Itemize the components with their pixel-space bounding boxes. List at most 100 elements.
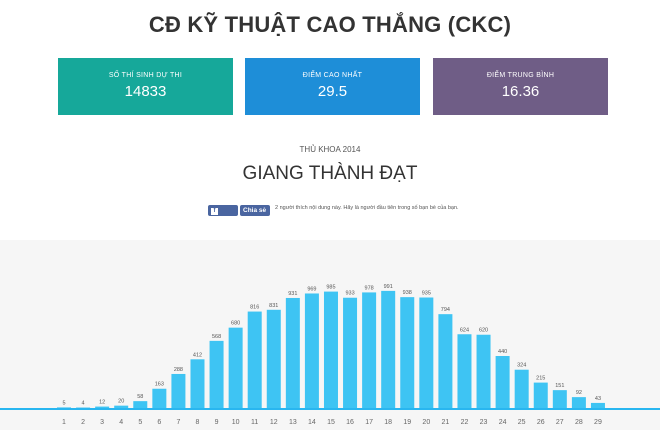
bar-chart-svg: 5142123204585163628874128568968010816118… xyxy=(0,284,660,426)
chart-bar[interactable] xyxy=(190,359,205,408)
bar-data-label: 568 xyxy=(212,334,221,340)
chart-bar[interactable] xyxy=(552,390,567,408)
chart-baseline xyxy=(0,408,660,410)
x-tick-label: 22 xyxy=(461,419,469,426)
bar-data-label: 985 xyxy=(326,285,335,291)
x-tick-label: 11 xyxy=(251,419,258,426)
chart-bar[interactable] xyxy=(381,290,396,408)
chart-bar[interactable] xyxy=(209,340,224,408)
facebook-share-button[interactable]: Chia sẻ xyxy=(240,205,270,216)
bar-data-label: 5 xyxy=(62,400,65,406)
bar-data-label: 933 xyxy=(345,291,354,297)
x-tick-label: 25 xyxy=(518,419,526,426)
chart-bar[interactable] xyxy=(476,334,491,408)
x-tick-label: 9 xyxy=(215,419,219,426)
x-tick-label: 28 xyxy=(575,419,583,426)
stat-value: 16.36 xyxy=(501,83,540,100)
stat-label: ĐIỂM TRUNG BÌNH xyxy=(486,72,555,79)
chart-bar[interactable] xyxy=(57,407,71,408)
bar-data-label: 92 xyxy=(576,390,582,396)
bar-data-label: 831 xyxy=(269,303,278,309)
chart-bar[interactable] xyxy=(171,373,186,408)
stat-label: ĐIỂM CAO NHẤT xyxy=(302,72,363,79)
stat-card-highest-score: ĐIỂM CAO NHẤT 29.5 xyxy=(245,58,420,115)
bar-data-label: 935 xyxy=(422,291,431,297)
x-tick-label: 21 xyxy=(442,419,450,426)
x-tick-label: 17 xyxy=(365,419,373,426)
x-tick-label: 4 xyxy=(119,419,123,426)
chart-bar[interactable] xyxy=(323,291,338,408)
chart-bar[interactable] xyxy=(400,297,415,408)
chart-bar[interactable] xyxy=(114,405,129,408)
top-student-name: GIANG THÀNH ĐẠT xyxy=(242,163,418,184)
bar-data-label: 969 xyxy=(307,286,316,292)
x-tick-label: 16 xyxy=(346,419,354,426)
x-tick-label: 7 xyxy=(176,419,180,426)
bar-data-label: 288 xyxy=(174,367,183,373)
top-student-label: THỦ KHOA 2014 xyxy=(299,145,361,154)
x-tick-label: 8 xyxy=(196,419,200,426)
chart-bar[interactable] xyxy=(228,327,243,408)
chart-bar[interactable] xyxy=(571,397,586,408)
x-tick-label: 18 xyxy=(384,419,392,426)
chart-bar[interactable] xyxy=(285,297,300,408)
bar-data-label: 12 xyxy=(99,400,105,406)
score-distribution-chart: 5 1 4 2 12 3 20 4 58 5 163 6 288 7 412 8 568 9 680 10 816 11 8… xyxy=(0,240,660,430)
bar-data-label: 991 xyxy=(384,284,393,290)
bar-data-label: 20 xyxy=(118,399,124,405)
bar-data-label: 931 xyxy=(288,291,297,297)
bar-data-label: 4 xyxy=(82,401,85,407)
x-tick-label: 20 xyxy=(422,419,430,426)
stat-card-average-score: ĐIỂM TRUNG BÌNH 16.36 xyxy=(433,58,608,115)
facebook-like-button[interactable]: f Thích xyxy=(208,205,238,225)
stat-value: 29.5 xyxy=(317,83,348,100)
x-tick-label: 29 xyxy=(594,419,602,426)
bar-data-label: 794 xyxy=(441,307,450,313)
chart-bar[interactable] xyxy=(133,401,148,408)
x-tick-label: 3 xyxy=(100,419,104,426)
bar-data-label: 215 xyxy=(536,376,545,382)
x-tick-label: 5 xyxy=(138,419,142,426)
chart-bar[interactable] xyxy=(343,297,358,408)
chart-bar[interactable] xyxy=(362,292,377,408)
x-tick-label: 2 xyxy=(81,419,85,426)
page-title: CĐ KỸ THUẬT CAO THẮNG (CKC) xyxy=(148,12,512,37)
bar-data-label: 620 xyxy=(479,328,488,334)
x-tick-label: 15 xyxy=(327,419,335,426)
bar-data-label: 324 xyxy=(517,363,526,369)
x-tick-label: 10 xyxy=(232,419,240,426)
chart-bar[interactable] xyxy=(514,369,529,408)
x-tick-label: 14 xyxy=(308,419,316,426)
x-tick-label: 13 xyxy=(289,419,297,426)
chart-bar[interactable] xyxy=(304,293,319,408)
chart-bar[interactable] xyxy=(419,297,434,409)
bar-data-label: 43 xyxy=(595,396,601,402)
chart-bar[interactable] xyxy=(152,388,167,408)
chart-bar[interactable] xyxy=(95,406,110,408)
bar-data-label: 680 xyxy=(231,321,240,327)
stat-value: 14833 xyxy=(124,83,167,100)
bar-data-label: 624 xyxy=(460,327,469,333)
chart-bar[interactable] xyxy=(495,356,510,408)
chart-bar[interactable] xyxy=(457,334,472,408)
chart-bar[interactable] xyxy=(533,382,548,408)
like-label: Thích xyxy=(211,218,229,225)
x-tick-label: 1 xyxy=(62,419,66,426)
facebook-like-text: 2 người thích nội dung này. Hãy là người… xyxy=(275,205,459,211)
chart-bar[interactable] xyxy=(438,314,453,408)
stat-card-candidates: SỐ THÍ SINH DỰ THI 14833 xyxy=(58,58,233,115)
chart-bar[interactable] xyxy=(590,402,605,408)
chart-bar[interactable] xyxy=(266,309,281,408)
x-tick-label: 23 xyxy=(480,419,488,426)
chart-bar[interactable] xyxy=(247,311,262,408)
facebook-f-icon: f xyxy=(211,208,218,215)
bar-data-label: 58 xyxy=(137,394,143,400)
bar-data-label: 440 xyxy=(498,349,507,355)
bar-data-label: 412 xyxy=(193,352,202,358)
stat-label: SỐ THÍ SINH DỰ THI xyxy=(108,72,183,79)
bar-data-label: 978 xyxy=(365,285,374,291)
x-tick-label: 6 xyxy=(157,419,161,426)
x-tick-label: 24 xyxy=(499,419,507,426)
bar-data-label: 151 xyxy=(555,383,564,389)
bar-data-label: 816 xyxy=(250,305,259,311)
